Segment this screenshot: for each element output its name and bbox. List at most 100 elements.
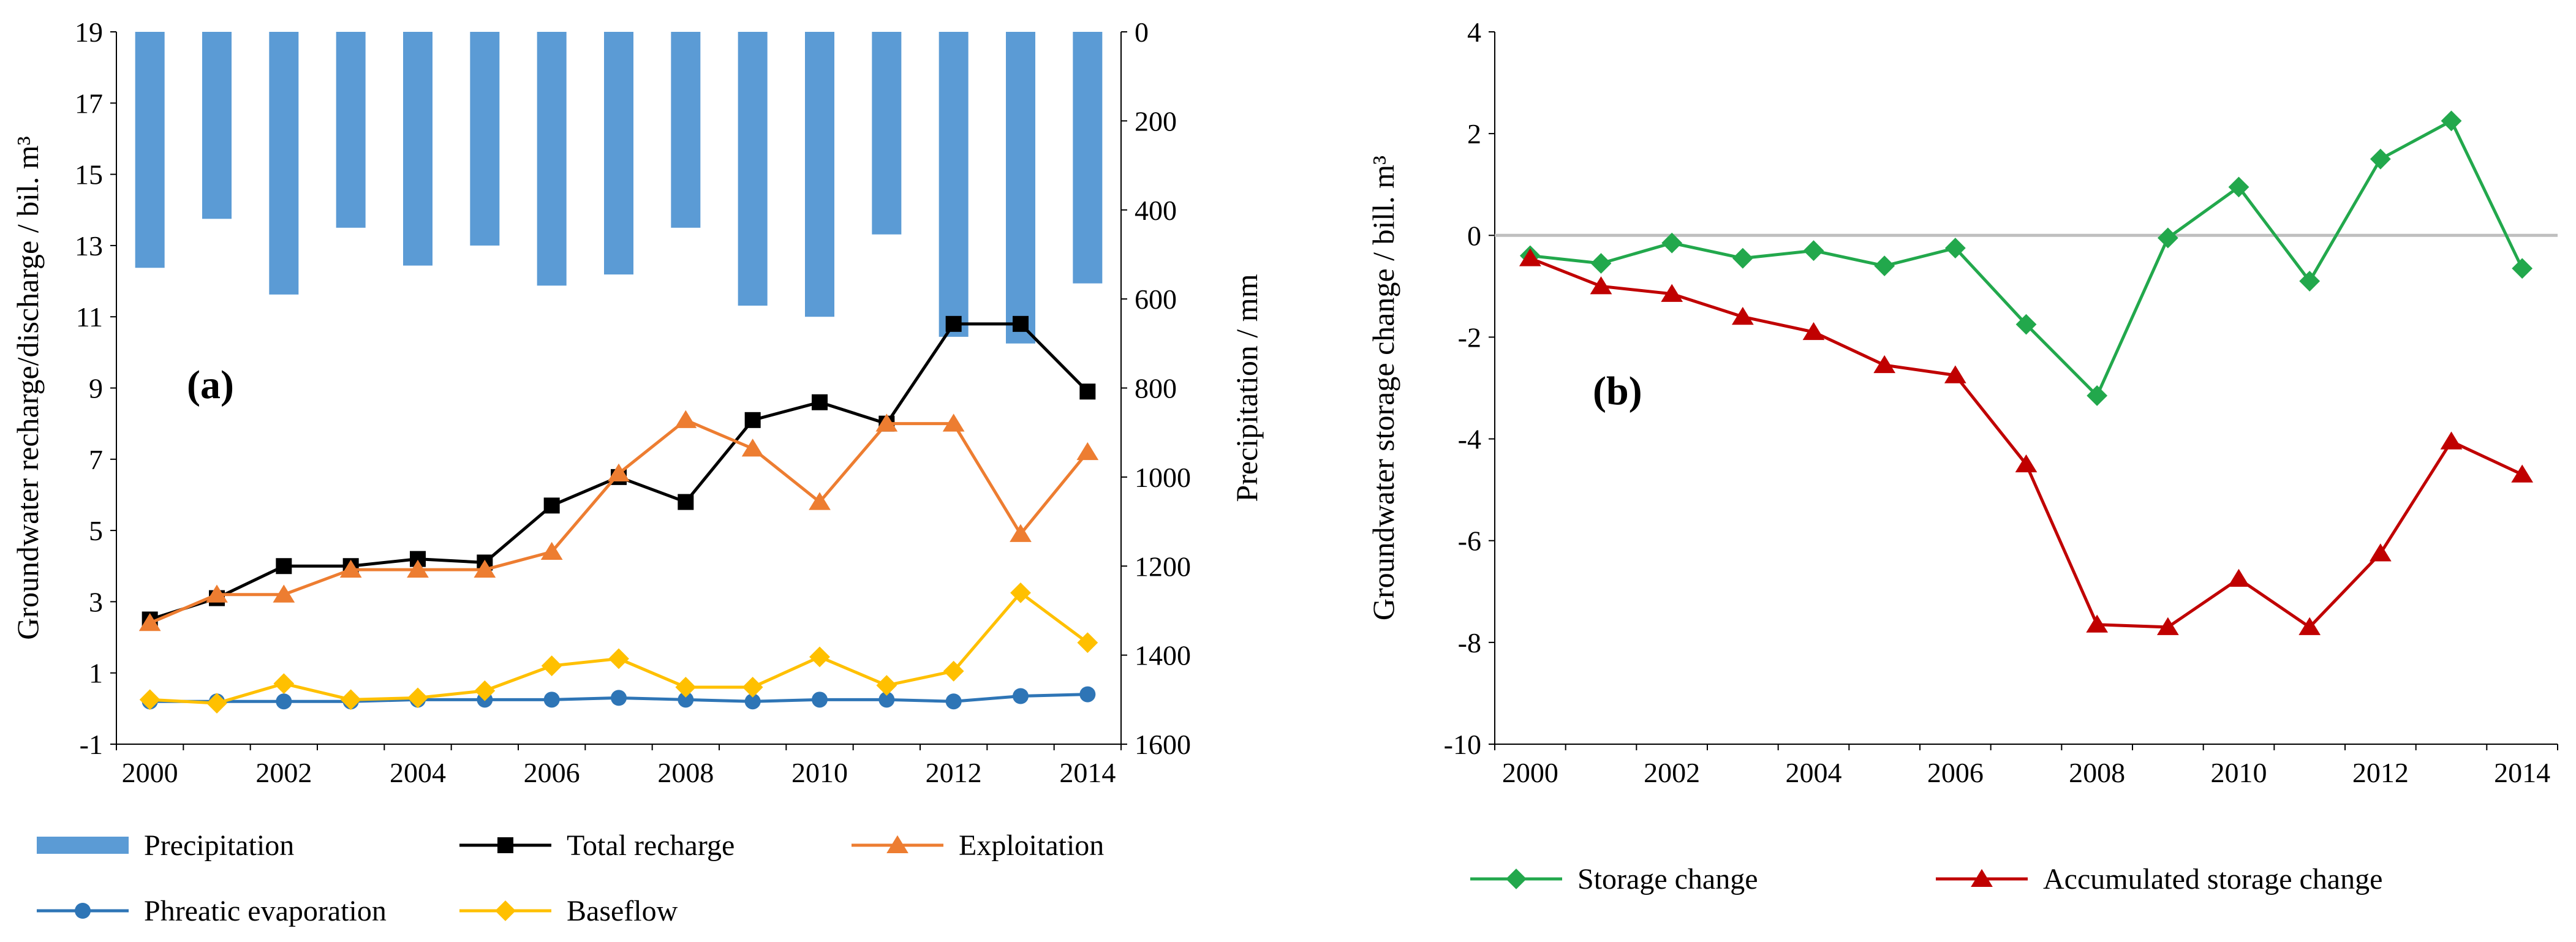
y-tick-label: 11 [76, 301, 103, 333]
accumulated-storage-change-point [2086, 614, 2109, 633]
y-tick-label: 5 [89, 515, 103, 546]
legend-item-precipitation: Precipitation [37, 829, 294, 862]
x-tick-label: 2002 [255, 757, 312, 788]
phreatic-evaporation-point [276, 693, 292, 710]
y-axis-title: Groundwater recharge/discharge / bil. m³ [10, 136, 45, 640]
y-tick-label: -4 [1458, 424, 1481, 455]
legend-marker [1971, 869, 1993, 887]
precipitation-bar [805, 32, 834, 317]
precipitation-bar [1073, 32, 1103, 284]
phreatic-evaporation-point [945, 693, 962, 710]
storage-change-point [2370, 148, 2391, 170]
accumulated-storage-change-point [2015, 454, 2038, 473]
exploitation-point [138, 613, 161, 631]
precipitation-bar [1006, 32, 1035, 344]
y2-tick-label: 1600 [1135, 729, 1191, 760]
baseflow-point [809, 646, 830, 668]
baseflow-point [407, 687, 428, 709]
total-recharge-point [543, 497, 560, 514]
legend-marker [1506, 869, 1527, 889]
exploitation-point [474, 559, 496, 578]
y2-tick-label: 1000 [1135, 462, 1191, 493]
baseflow-point [139, 689, 161, 710]
y-tick-label: -2 [1458, 322, 1481, 353]
y-tick-label: 3 [89, 586, 103, 617]
exploitation-point [741, 439, 764, 457]
panel-b-chart: -10 -8 -6 -4 -2 0 2 4 2000 2002 2004 2006 2008 2010 20… [1366, 17, 2558, 895]
y2-axis-title: Precipitation / mm [1229, 274, 1264, 502]
accumulated-storage-change-point [2298, 617, 2321, 635]
storage-change-point [1732, 247, 1753, 269]
legend-marker [75, 903, 91, 919]
legend-label: Precipitation [144, 829, 294, 862]
x-tick-label: 2010 [791, 757, 848, 788]
phreatic-evaporation-point [1013, 688, 1029, 704]
x-tick-label: 2010 [2211, 757, 2267, 788]
series-storage-change [1519, 110, 2533, 406]
precipitation-bar [269, 32, 299, 295]
accumulated-storage-change-point [2369, 543, 2392, 562]
y-tick-label: -1 [80, 729, 103, 760]
precipitation-bar [872, 32, 902, 235]
storage-change-point [2441, 110, 2462, 132]
total-recharge-point [1013, 315, 1029, 332]
x-tick-label: 2000 [122, 757, 178, 788]
series-exploitation [138, 410, 1099, 631]
legend-label: Baseflow [567, 895, 678, 927]
x-tick-label: 2008 [2069, 757, 2125, 788]
precipitation-bar [336, 32, 366, 228]
accumulated-storage-change-point [1873, 355, 1896, 374]
y-tick-label: -10 [1444, 729, 1481, 760]
y-tick-label: 4 [1467, 17, 1481, 48]
baseflow-point [876, 675, 897, 696]
phreatic-evaporation-point [543, 691, 560, 708]
baseflow-point [608, 648, 629, 669]
accumulated-storage-change-point [1590, 276, 1612, 295]
accumulated-storage-change-point [1661, 284, 1683, 302]
phreatic-evaporation-point [744, 693, 761, 710]
phreatic-evaporation-point [611, 690, 627, 706]
y2-tick-label: 1200 [1135, 551, 1191, 582]
baseflow-point [943, 660, 964, 682]
accumulated-storage-change-point [2156, 617, 2179, 635]
exploitation-point [540, 541, 563, 560]
total-recharge-point [1079, 383, 1096, 400]
y-tick-label: 19 [75, 17, 103, 48]
precipitation-bar [671, 32, 701, 228]
legend-item-baseflow: Baseflow [459, 895, 678, 927]
baseflow-point [1077, 632, 1098, 654]
x-tick-label: 2006 [1927, 757, 1984, 788]
y-tick-label: 1 [89, 658, 103, 689]
legend-marker [495, 900, 516, 921]
y-axis-title: Groundwater storage change / bill. m³ [1366, 156, 1400, 620]
y-tick-label: 9 [89, 373, 103, 404]
exploitation-point [273, 584, 295, 603]
legend-label: Accumulated storage change [2043, 863, 2382, 895]
legend-swatch [37, 837, 129, 854]
baseflow-point [675, 677, 697, 698]
phreatic-evaporation-point [878, 691, 895, 708]
legend-label: Storage change [1577, 863, 1758, 895]
phreatic-evaporation-point [812, 691, 828, 708]
y2-tick-label: 800 [1135, 373, 1177, 404]
phreatic-evaporation-point [678, 691, 694, 708]
legend-item-total-recharge: Total recharge [459, 829, 735, 862]
x-tick-label: 2006 [524, 757, 580, 788]
y-tick-label: 7 [89, 444, 103, 475]
x-tick-label: 2000 [1502, 757, 1558, 788]
accumulated-storage-change-point [1944, 365, 1966, 383]
accumulated-storage-change-point [2511, 464, 2534, 483]
exploitation-line [149, 418, 1089, 625]
storage-change-point [2087, 385, 2108, 406]
y-tick-label: -8 [1458, 627, 1481, 658]
exploitation-point [407, 559, 429, 578]
y2-tick-label: 1400 [1135, 640, 1191, 671]
storage-change-point [1874, 255, 1895, 277]
series-accumulated-storage-change [1519, 248, 2534, 635]
total-recharge-point [744, 412, 761, 428]
baseflow-point [273, 673, 295, 695]
y2-tick-label: 200 [1135, 105, 1177, 137]
accumulated-storage-change-line [1529, 257, 2523, 630]
legend-label: Total recharge [567, 829, 735, 862]
total-recharge-point [276, 558, 292, 575]
